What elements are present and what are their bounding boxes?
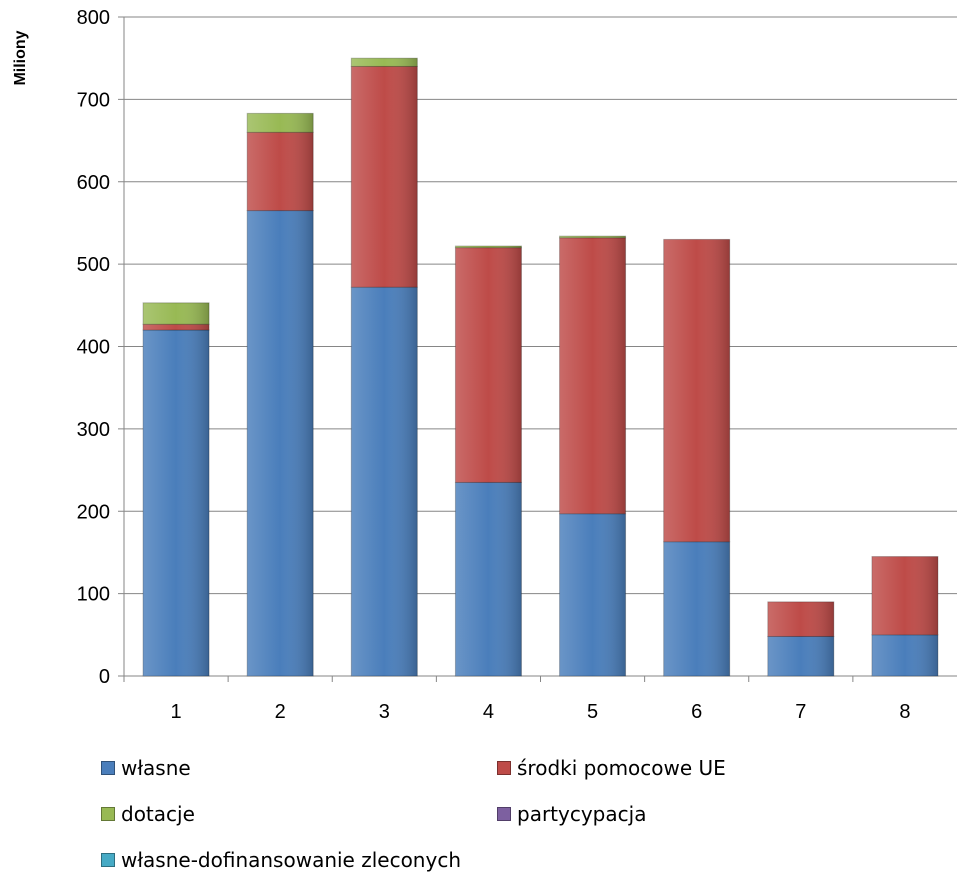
bar-segment-shade: [351, 58, 418, 67]
y-tick-label: 200: [77, 501, 110, 523]
y-axis-label: Miliony: [12, 30, 29, 85]
bar-segment-shade: [351, 66, 418, 288]
x-tick-label: 7: [795, 701, 806, 723]
bar-segment-shade: [559, 237, 626, 514]
bar-segment-shade: [247, 132, 314, 211]
bar-segment-shade: [351, 287, 418, 676]
x-tick-label: 5: [587, 701, 598, 723]
x-tick-label: 8: [899, 701, 910, 723]
x-tick-label: 3: [379, 701, 390, 723]
bar-segment-shade: [143, 324, 210, 331]
y-tick-label: 600: [77, 172, 110, 194]
y-tick-label: 500: [77, 254, 110, 276]
bar-segment-shade: [871, 634, 938, 676]
x-tick-label: 6: [691, 701, 702, 723]
bar-segment-shade: [663, 541, 730, 676]
x-tick-label: 2: [275, 701, 286, 723]
bar-segment-shade: [559, 236, 626, 238]
bar-segment-shade: [663, 239, 730, 542]
y-tick-label: 700: [77, 89, 110, 111]
bar-segment-shade: [455, 482, 522, 676]
bar-segment-shade: [559, 513, 626, 676]
x-tick-label: 4: [483, 701, 494, 723]
bar-segment-shade: [455, 246, 522, 248]
bar-segment-shade: [871, 556, 938, 635]
bar-segment-shade: [143, 330, 210, 676]
bar-segment-shade: [767, 636, 834, 676]
bar-segment-shade: [767, 601, 834, 637]
y-tick-label: 800: [77, 7, 110, 29]
y-tick-label: 400: [77, 337, 110, 359]
bar-segment-shade: [247, 210, 314, 677]
x-tick-label: 1: [171, 701, 182, 723]
bar-segment-shade: [455, 247, 522, 483]
y-tick-label: 0: [99, 666, 110, 688]
bar-segment-shade: [247, 113, 314, 133]
bar-segment-shade: [143, 302, 210, 325]
y-tick-label: 100: [77, 584, 110, 606]
y-tick-label: 300: [77, 419, 110, 441]
